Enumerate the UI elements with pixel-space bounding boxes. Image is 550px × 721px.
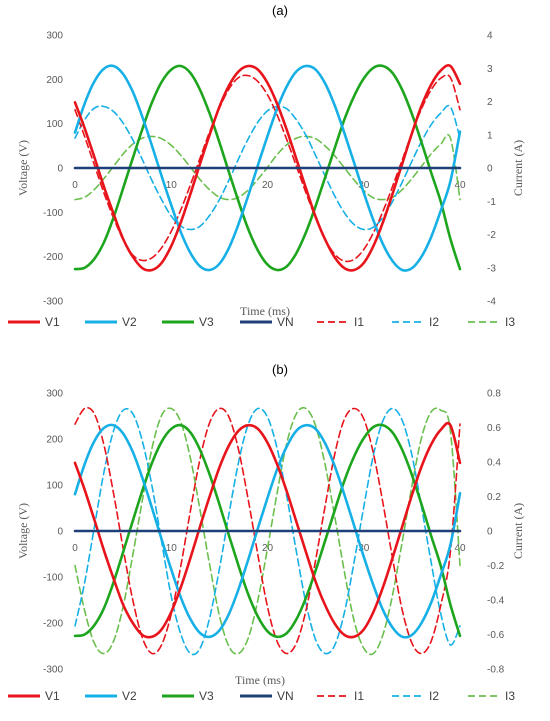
legend-label-i3: I3 bbox=[505, 689, 515, 703]
legend-label-i1: I1 bbox=[354, 315, 364, 329]
chart-b-xlabel: Time (ms) bbox=[235, 673, 285, 687]
chart-b-ylabel-left: Voltage (V) bbox=[16, 503, 30, 559]
x-tick-label: 10 bbox=[166, 543, 178, 554]
legend-label-v1: V1 bbox=[45, 689, 60, 703]
series-v1-line bbox=[73, 421, 462, 639]
left-tick-label: 100 bbox=[46, 119, 63, 130]
left-tick-label: 200 bbox=[46, 75, 63, 86]
x-tick-label: 20 bbox=[262, 180, 274, 191]
chart-a-title: (a) bbox=[272, 3, 288, 18]
series-i3-line bbox=[74, 406, 461, 656]
right-tick-label: -0.4 bbox=[487, 596, 505, 607]
chart-b: (b) 3002001000-100-200-3000.80.60.40.20-… bbox=[8, 362, 525, 703]
legend-label-v3: V3 bbox=[199, 689, 214, 703]
right-tick-label: -0.6 bbox=[487, 630, 505, 641]
right-tick-label: 0 bbox=[487, 527, 493, 538]
series-v2-line bbox=[73, 423, 462, 639]
chart-b-legend: V1 V2 V3 VN I1 I2 I3 bbox=[8, 689, 515, 703]
legend-label-i2: I2 bbox=[429, 689, 439, 703]
chart-a-series bbox=[73, 64, 462, 272]
x-tick-label: 40 bbox=[454, 180, 466, 191]
legend-label-v1: V1 bbox=[45, 315, 60, 329]
left-tick-label: 300 bbox=[46, 389, 63, 400]
series-v3-line bbox=[73, 64, 462, 272]
chart-a-ylabel-left: Voltage (V) bbox=[16, 140, 30, 196]
x-tick-label: 30 bbox=[358, 543, 370, 554]
chart-b-series bbox=[73, 406, 462, 656]
left-tick-label: 100 bbox=[46, 481, 63, 492]
x-tick-label: 40 bbox=[454, 543, 466, 554]
x-tick-label: 0 bbox=[72, 543, 78, 554]
right-tick-label: -0.2 bbox=[487, 561, 505, 572]
right-tick-label: 0.6 bbox=[487, 423, 501, 434]
right-tick-label: 0.8 bbox=[487, 389, 501, 400]
series-i1-line bbox=[74, 74, 461, 263]
legend-label-vn: VN bbox=[277, 315, 294, 329]
left-tick-label: -200 bbox=[43, 252, 63, 263]
chart-a: (a) 3002001000-100-200-30043210-1-2-3-40… bbox=[8, 3, 525, 329]
right-tick-label: -3 bbox=[487, 263, 496, 274]
right-tick-label: -0.8 bbox=[487, 665, 505, 676]
legend-label-i2: I2 bbox=[429, 315, 439, 329]
left-tick-label: -200 bbox=[43, 619, 63, 630]
chart-b-ylabel-right: Current (A) bbox=[511, 503, 525, 559]
left-tick-label: -300 bbox=[43, 665, 63, 676]
right-tick-label: 0.2 bbox=[487, 492, 501, 503]
series-i2-line bbox=[74, 104, 461, 231]
right-tick-label: 0 bbox=[487, 164, 493, 175]
series-v2-line bbox=[73, 64, 462, 272]
left-tick-label: -100 bbox=[43, 208, 63, 219]
x-tick-label: 30 bbox=[358, 180, 370, 191]
right-tick-label: 3 bbox=[487, 64, 493, 75]
left-tick-label: -300 bbox=[43, 297, 63, 308]
right-tick-label: 1 bbox=[487, 130, 493, 141]
right-tick-label: 0.4 bbox=[487, 458, 501, 469]
chart-b-title: (b) bbox=[272, 362, 288, 377]
series-v3-line bbox=[73, 423, 462, 639]
chart-a-xlabel: Time (ms) bbox=[240, 304, 290, 318]
right-tick-label: 2 bbox=[487, 97, 493, 108]
legend-label-i1: I1 bbox=[354, 689, 364, 703]
chart-a-ylabel-right: Current (A) bbox=[511, 140, 525, 196]
x-tick-label: 0 bbox=[72, 180, 78, 191]
legend-label-vn: VN bbox=[277, 689, 294, 703]
series-i2-line bbox=[74, 407, 461, 656]
left-tick-label: -100 bbox=[43, 573, 63, 584]
legend-label-v3: V3 bbox=[199, 315, 214, 329]
right-tick-label: -1 bbox=[487, 197, 496, 208]
right-tick-label: -2 bbox=[487, 230, 496, 241]
left-tick-label: 0 bbox=[57, 527, 63, 538]
chart-a-legend: V1 V2 V3 VN I1 I2 I3 bbox=[8, 315, 515, 329]
legend-label-v2: V2 bbox=[122, 315, 137, 329]
legend-label-v2: V2 bbox=[122, 689, 137, 703]
left-tick-label: 300 bbox=[46, 31, 63, 42]
x-tick-label: 10 bbox=[166, 180, 178, 191]
right-tick-label: -4 bbox=[487, 297, 496, 308]
left-tick-label: 200 bbox=[46, 435, 63, 446]
right-tick-label: 4 bbox=[487, 31, 493, 42]
left-tick-label: 0 bbox=[57, 164, 63, 175]
series-v1-line bbox=[73, 64, 462, 272]
legend-label-i3: I3 bbox=[505, 315, 515, 329]
